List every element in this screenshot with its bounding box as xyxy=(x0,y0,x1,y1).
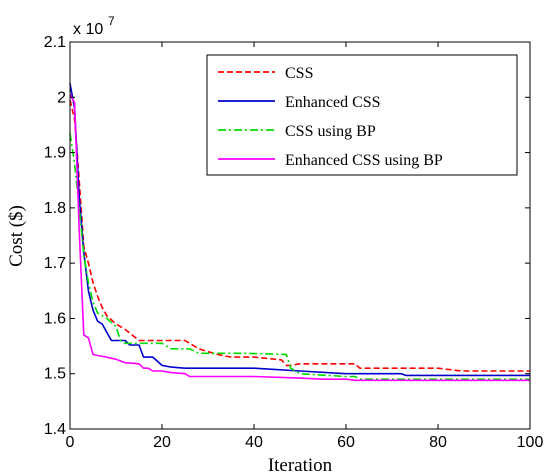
y-exponent-power: 7 xyxy=(108,14,115,28)
legend-label-1: CSS xyxy=(285,65,313,82)
series-line-4 xyxy=(69,94,530,382)
plot-frame xyxy=(69,41,531,430)
series-line-2 xyxy=(69,83,530,377)
y-tick-label: 1.6 xyxy=(44,310,66,327)
series-line-3 xyxy=(69,133,530,381)
y-tick-label: 1.5 xyxy=(44,366,66,383)
legend-label-2: Enhanced CSS xyxy=(285,94,381,111)
y-tick-label: 1.4 xyxy=(44,421,66,438)
legend-entries: CSS Enhanced CSS CSS using BP Enhanced CSS … xyxy=(218,65,443,169)
legend: CSS Enhanced CSS CSS using BP Enhanced CSS … xyxy=(206,54,518,176)
y-tick-label: 2.1 xyxy=(44,34,66,51)
y-tick-label: 1.7 xyxy=(44,255,66,272)
y-tick-label: 1.9 xyxy=(44,145,66,162)
x-tick-label: 80 xyxy=(429,434,447,451)
x-ticks: 0 20 40 60 80 100 xyxy=(66,42,544,451)
x-tick-label: 0 xyxy=(66,434,75,451)
y-ticks: 1.4 1.5 1.6 1.7 1.8 1.9 2 2.1 xyxy=(44,34,530,438)
legend-label-3: CSS using BP xyxy=(285,123,376,140)
legend-box xyxy=(206,54,518,176)
y-tick-label: 2 xyxy=(57,89,66,106)
y-axis-label: Cost ($) xyxy=(6,205,27,267)
axes-layer xyxy=(69,41,531,430)
x-tick-label: 20 xyxy=(153,434,171,451)
legend-label-4: Enhanced CSS using BP xyxy=(285,152,443,169)
x-tick-label: 40 xyxy=(245,434,263,451)
series-layer xyxy=(69,83,530,382)
x-tick-label: 100 xyxy=(517,434,544,451)
series-line-1 xyxy=(69,99,530,372)
x-tick-label: 60 xyxy=(337,434,355,451)
y-tick-label: 1.8 xyxy=(44,200,66,217)
x-axis-label: Iteration xyxy=(268,455,333,475)
y-exponent-label: x 10 xyxy=(73,21,103,38)
